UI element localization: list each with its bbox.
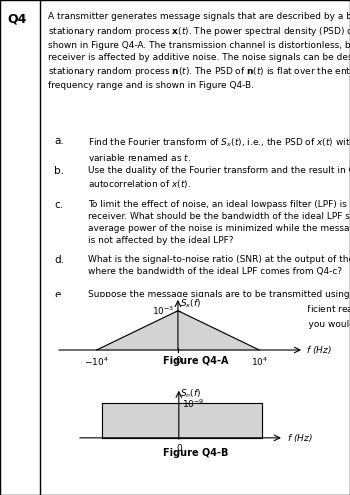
Polygon shape bbox=[103, 403, 261, 438]
Text: $S_x(f)$: $S_x(f)$ bbox=[180, 297, 201, 309]
Text: a.: a. bbox=[54, 136, 64, 146]
Text: $10^{-9}$: $10^{-9}$ bbox=[182, 397, 204, 409]
Text: $-10^4$: $-10^4$ bbox=[84, 356, 109, 368]
Text: Find the Fourier transform of $S_x(t)$, i.e., the PSD of $x(t)$ with its
variabl: Find the Fourier transform of $S_x(t)$, … bbox=[88, 136, 350, 163]
Text: 0: 0 bbox=[175, 356, 181, 365]
Polygon shape bbox=[97, 311, 259, 350]
Text: Q4: Q4 bbox=[7, 12, 26, 25]
Text: Figure Q4-B: Figure Q4-B bbox=[163, 448, 229, 458]
Text: $S_n(f)$: $S_n(f)$ bbox=[180, 388, 202, 400]
Text: $f$ (Hz): $f$ (Hz) bbox=[287, 432, 313, 444]
Text: d.: d. bbox=[54, 255, 64, 265]
Text: Suppose the message signals are to be transmitted using a carrier signal
that os: Suppose the message signals are to be tr… bbox=[88, 290, 350, 341]
Text: $10^4$: $10^4$ bbox=[251, 356, 268, 368]
Text: Figure Q4-A: Figure Q4-A bbox=[163, 356, 229, 366]
Text: A transmitter generates message signals that are described by a baseband
station: A transmitter generates message signals … bbox=[48, 12, 350, 90]
Text: c.: c. bbox=[54, 200, 63, 210]
Text: $f$ (Hz): $f$ (Hz) bbox=[306, 344, 332, 356]
Text: To limit the effect of noise, an ideal lowpass filter (LPF) is used at the
recei: To limit the effect of noise, an ideal l… bbox=[88, 200, 350, 245]
Text: 0: 0 bbox=[176, 444, 182, 453]
Text: b.: b. bbox=[54, 166, 64, 176]
Text: Use the duality of the Fourier transform and the result in Q4-a, find the
autoco: Use the duality of the Fourier transform… bbox=[88, 166, 350, 191]
Text: e.: e. bbox=[54, 290, 64, 299]
Text: $10^{-3}$: $10^{-3}$ bbox=[152, 304, 175, 317]
Text: What is the signal-to-noise ratio (SNR) at the output of the ideal LPF,
where th: What is the signal-to-noise ratio (SNR) … bbox=[88, 255, 350, 276]
